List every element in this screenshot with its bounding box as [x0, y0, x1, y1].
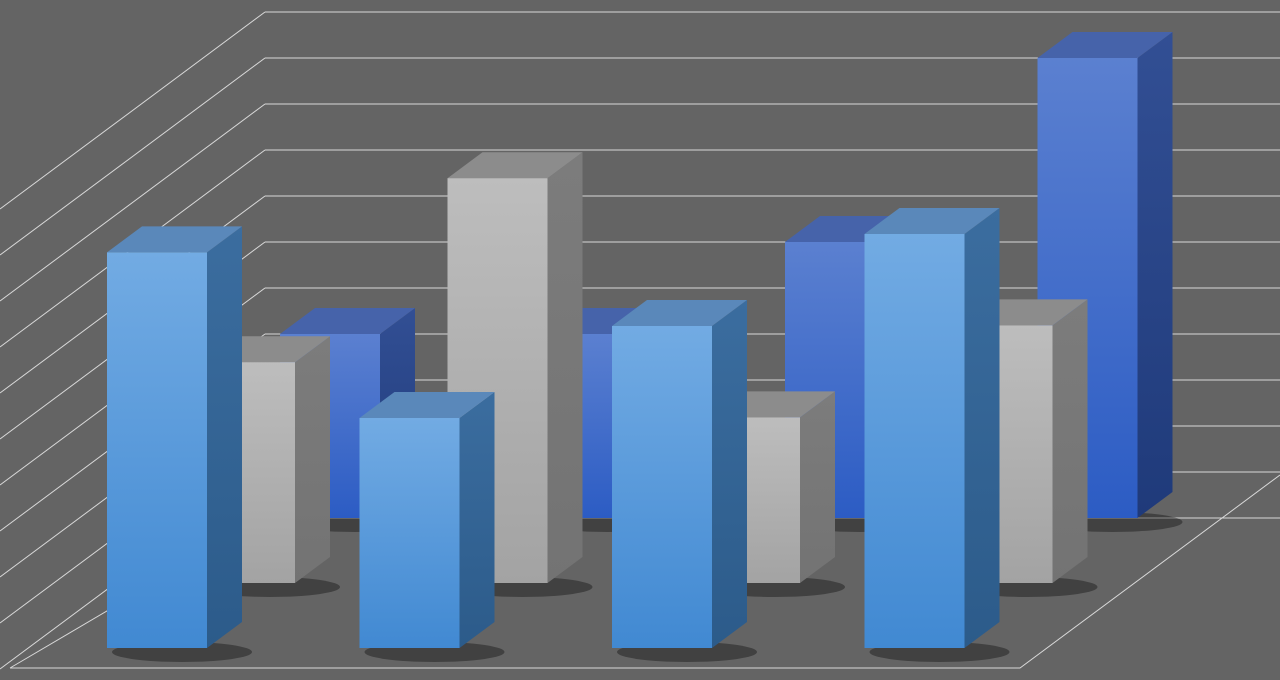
bar-side [964, 208, 1000, 648]
bar-top [1037, 32, 1173, 58]
bar-top [612, 300, 747, 326]
gridline-side [0, 57, 266, 256]
bars [107, 32, 1183, 662]
bar-front-4 [864, 208, 1010, 662]
bar-side [1052, 299, 1088, 583]
bar-front-3 [612, 300, 757, 662]
bar-side [800, 391, 835, 583]
bar-side [295, 336, 330, 583]
gridline-side [0, 11, 266, 210]
bar-side [459, 392, 495, 648]
bar-front-1 [107, 226, 252, 662]
bar-front-2 [359, 392, 505, 662]
bar-front [359, 418, 460, 648]
bar-top [864, 208, 1000, 234]
bar-top [280, 308, 415, 334]
floor-edge [10, 474, 1280, 669]
bar-top [359, 392, 495, 418]
bar-front [864, 234, 965, 648]
bar-side [712, 300, 747, 648]
bar-side [207, 226, 242, 648]
bar-top [447, 152, 583, 179]
bar-middle-1 [195, 336, 340, 597]
bar-middle-2 [447, 152, 593, 597]
bar-front [612, 326, 712, 648]
bar-side [547, 152, 583, 583]
bar-side [1137, 32, 1173, 518]
gridline-side [0, 103, 266, 302]
bar-top [107, 226, 242, 253]
bar-front [107, 252, 207, 648]
